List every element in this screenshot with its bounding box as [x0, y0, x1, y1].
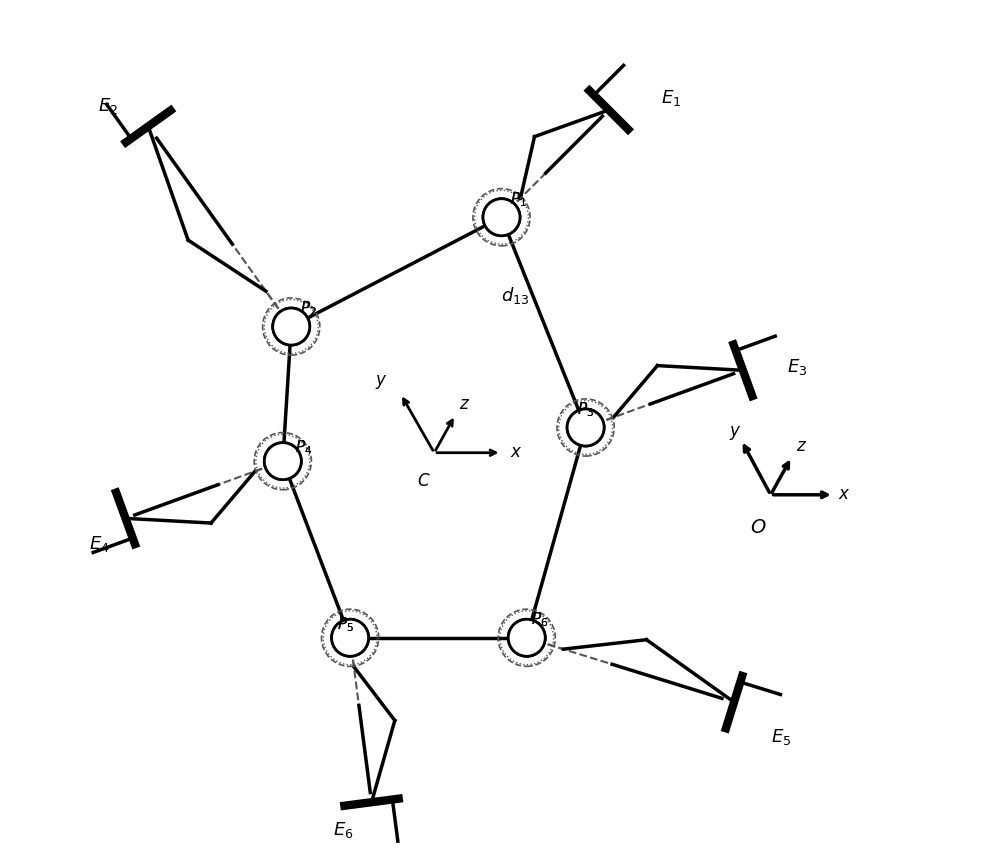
- Text: $P_1$: $P_1$: [509, 190, 526, 209]
- Text: $P_4$: $P_4$: [296, 439, 313, 457]
- Text: $P_4$: $P_4$: [296, 439, 313, 457]
- Text: $E_2$: $E_2$: [97, 97, 118, 116]
- Circle shape: [332, 619, 369, 657]
- Text: $d_{13}$: $d_{13}$: [501, 286, 529, 306]
- Circle shape: [265, 443, 301, 480]
- Text: $y$: $y$: [727, 424, 740, 442]
- Circle shape: [483, 198, 519, 236]
- Text: $P_6$: $P_6$: [530, 610, 548, 629]
- Circle shape: [273, 308, 310, 345]
- Circle shape: [483, 198, 519, 236]
- Text: $P_1$: $P_1$: [509, 190, 526, 209]
- Circle shape: [265, 443, 301, 480]
- Text: $P_3$: $P_3$: [576, 400, 593, 419]
- Text: $x$: $x$: [837, 486, 850, 503]
- Text: $P_6$: $P_6$: [530, 610, 548, 629]
- Text: $x$: $x$: [509, 444, 522, 461]
- Circle shape: [508, 619, 545, 657]
- Text: $z$: $z$: [459, 396, 470, 413]
- Text: $E_6$: $E_6$: [333, 820, 354, 840]
- Circle shape: [566, 409, 603, 446]
- Circle shape: [566, 409, 603, 446]
- Circle shape: [508, 619, 545, 657]
- Circle shape: [332, 619, 369, 657]
- Text: $E_4$: $E_4$: [89, 534, 110, 554]
- Text: $P_5$: $P_5$: [337, 615, 354, 634]
- Text: $E_5$: $E_5$: [770, 727, 791, 747]
- Text: $P_5$: $P_5$: [337, 615, 354, 634]
- Circle shape: [273, 308, 310, 345]
- Text: $E_1$: $E_1$: [660, 88, 681, 108]
- Text: $C$: $C$: [417, 474, 431, 491]
- Text: $z$: $z$: [796, 438, 807, 455]
- Text: $y$: $y$: [375, 374, 388, 392]
- Text: $P_2$: $P_2$: [300, 299, 317, 318]
- Text: $P_3$: $P_3$: [576, 400, 593, 419]
- Text: $O$: $O$: [748, 519, 766, 537]
- Text: $P_2$: $P_2$: [300, 299, 317, 318]
- Text: $E_3$: $E_3$: [787, 357, 807, 377]
